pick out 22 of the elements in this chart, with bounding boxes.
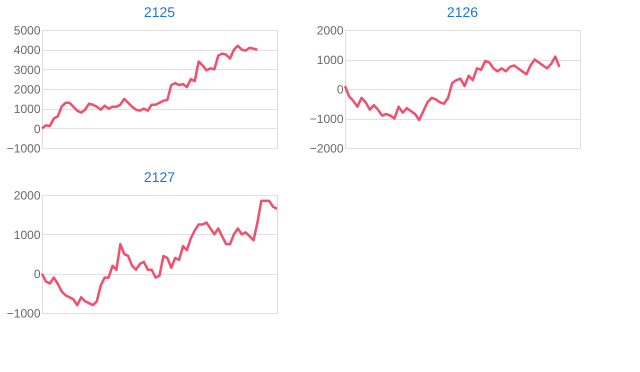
- y-tick-label: 3000: [14, 62, 41, 77]
- y-tick-label: −1000: [6, 306, 41, 320]
- y-tick-label: 2000: [316, 24, 344, 38]
- chart-title: 2126: [446, 4, 478, 20]
- chart-title: 2125: [144, 4, 176, 20]
- y-tick-label: 1000: [14, 228, 41, 242]
- y-tick-label: 2000: [14, 82, 41, 96]
- y-tick-label: −1000: [310, 112, 344, 126]
- y-tick-label: 0: [336, 82, 344, 96]
- y-tick-label: 0: [34, 267, 41, 282]
- y-tick-label: −1000: [6, 142, 41, 156]
- y-tick-label: 1000: [14, 102, 41, 116]
- y-tick-label: 1000: [316, 53, 344, 67]
- line-series: [40, 44, 259, 130]
- y-tick-label: 4000: [14, 43, 41, 58]
- y-tick-label: 5000: [14, 24, 41, 38]
- line-series: [344, 55, 561, 122]
- y-tick-label: 2000: [14, 188, 41, 202]
- y-tick-label: 0: [34, 122, 41, 136]
- chart-title: 2127: [144, 169, 176, 185]
- y-tick-label: −2000: [310, 142, 344, 156]
- line-series: [40, 200, 278, 306]
